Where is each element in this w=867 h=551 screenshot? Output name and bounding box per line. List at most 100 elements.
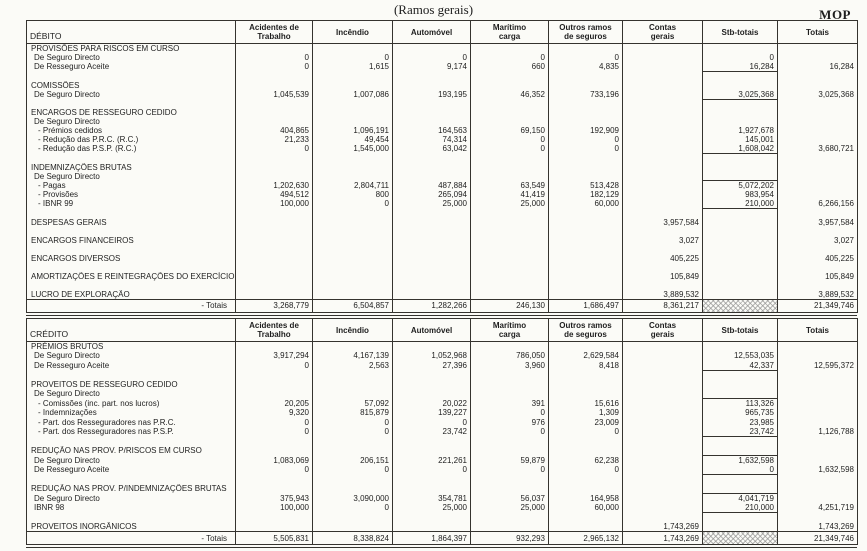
credito-table: CRÉDITO Acidentes de Trabalho Incêndio Auto… <box>26 318 858 545</box>
value-cell <box>777 180 858 190</box>
value-cell: 16,284 <box>702 62 778 72</box>
value-cell <box>702 80 778 90</box>
value-cell <box>777 162 858 172</box>
value-cell: 25,000 <box>470 503 549 513</box>
value-cell <box>622 446 703 456</box>
value-cell <box>702 253 778 263</box>
value-cell <box>235 474 313 484</box>
value-cell: 0 <box>470 408 549 418</box>
value-cell <box>777 99 858 108</box>
hatch-cell <box>702 531 778 545</box>
table-row: ENCARGOS DE RESSEGURO CEDIDO <box>26 108 858 117</box>
value-cell: 23,742 <box>392 427 471 437</box>
value-cell <box>235 235 313 245</box>
row-label <box>26 226 236 236</box>
value-cell <box>312 379 393 389</box>
value-cell: 0 <box>312 503 393 513</box>
value-cell <box>470 253 549 263</box>
value-cell: 0 <box>312 427 393 437</box>
value-cell <box>392 80 471 90</box>
value-cell: 976 <box>470 417 549 427</box>
value-cell <box>392 162 471 172</box>
table-row: - Comissões (inc. part. nos lucros) 20,20… <box>26 398 858 408</box>
value-cell: 49,454 <box>312 135 393 144</box>
value-cell <box>312 162 393 172</box>
value-cell: 41,419 <box>470 190 549 199</box>
value-cell <box>312 522 393 532</box>
value-cell: 0 <box>392 417 471 427</box>
value-cell <box>235 153 313 163</box>
value-cell <box>777 108 858 117</box>
value-cell <box>470 99 549 108</box>
value-cell <box>470 80 549 90</box>
value-cell: 0 <box>392 53 471 62</box>
row-label: ENCARGOS FINANCEIROS <box>26 235 236 245</box>
value-cell <box>392 522 471 532</box>
value-cell: 3,917,294 <box>235 351 313 361</box>
value-cell <box>777 493 858 503</box>
row-label: - Part. dos Resseguradores nas P.S.P. <box>26 427 236 437</box>
debito-table-wrap: DÉBITO Acidentes de Trabalho Incêndio Autom… <box>26 20 858 316</box>
value-cell <box>470 108 549 117</box>
value-cell <box>548 436 623 446</box>
value-cell <box>235 370 313 380</box>
row-label <box>26 262 236 272</box>
value-cell <box>312 341 393 351</box>
value-cell <box>548 244 623 254</box>
value-cell: 1,743,269 <box>622 531 703 545</box>
value-cell <box>470 244 549 254</box>
row-label <box>26 512 236 522</box>
value-cell <box>622 408 703 418</box>
value-cell <box>622 190 703 199</box>
value-cell: 57,092 <box>312 398 393 408</box>
value-cell: 6,504,857 <box>312 298 393 313</box>
value-cell <box>470 389 549 399</box>
value-cell <box>470 446 549 456</box>
value-cell <box>470 280 549 290</box>
table-row: - Prémios cedidos 404,865 1,096,191 164,563… <box>26 126 858 135</box>
value-cell <box>470 171 549 181</box>
row-label: - Prémios cedidos <box>26 126 236 135</box>
value-cell <box>702 289 778 299</box>
value-cell <box>702 71 778 81</box>
value-cell <box>312 262 393 272</box>
value-cell: 210,000 <box>702 503 778 513</box>
column-header: Marítimo carga <box>470 20 549 44</box>
value-cell <box>392 43 471 53</box>
row-label: - IBNR 99 <box>26 199 236 209</box>
value-cell <box>548 280 623 290</box>
value-cell <box>702 217 778 227</box>
value-cell <box>702 226 778 236</box>
row-label <box>26 436 236 446</box>
value-cell <box>312 217 393 227</box>
value-cell <box>470 484 549 494</box>
value-cell <box>235 226 313 236</box>
value-cell <box>312 271 393 281</box>
table-title-credito: CRÉDITO <box>26 318 236 342</box>
value-cell: 1,743,269 <box>777 522 858 532</box>
value-cell: 8,418 <box>548 360 623 370</box>
spacer-row <box>26 370 858 380</box>
row-label: De Seguro Directo <box>26 351 236 361</box>
value-cell <box>777 71 858 81</box>
value-cell <box>235 162 313 172</box>
value-cell: 1,927,678 <box>702 126 778 135</box>
value-cell: 113,326 <box>702 398 778 408</box>
value-cell: 100,000 <box>235 503 313 513</box>
value-cell <box>777 80 858 90</box>
value-cell <box>548 446 623 456</box>
value-cell <box>702 244 778 254</box>
value-cell: 965,735 <box>702 408 778 418</box>
value-cell: 21,233 <box>235 135 313 144</box>
value-cell: 513,428 <box>548 180 623 190</box>
value-cell: 21,349,746 <box>777 531 858 545</box>
row-label: REDUÇÃO NAS PROV. P/INDEMNIZAÇÕES BRUTAS <box>26 484 236 494</box>
table-row: PRÉMIOS BRUTOS <box>26 341 858 351</box>
value-cell <box>392 446 471 456</box>
spacer-row <box>26 474 858 484</box>
value-cell <box>622 117 703 126</box>
table-row: DESPESAS GERAIS 3,957,584 3,957,584 <box>26 217 858 227</box>
value-cell: 494,512 <box>235 190 313 199</box>
value-cell <box>312 512 393 522</box>
value-cell <box>702 208 778 218</box>
